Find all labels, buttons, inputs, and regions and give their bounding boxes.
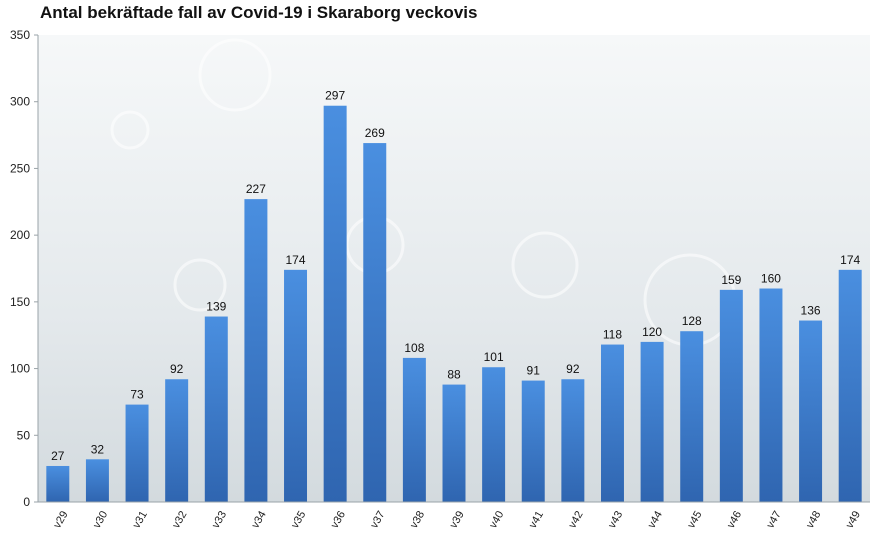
data-label-v47: 160 xyxy=(761,272,781,286)
bar-v33 xyxy=(204,316,228,502)
x-axis: v29 v30 v31 v32 v33 v34 v35 v36 v37 v38 v39 v40 v41 v… xyxy=(38,501,870,530)
x-tick-label-v47: v47 xyxy=(765,509,784,530)
x-tick-label-v32: v32 xyxy=(170,509,189,530)
x-tick-label-v35: v35 xyxy=(289,509,308,530)
data-label-v41: 91 xyxy=(527,364,541,378)
data-label-v48: 136 xyxy=(801,304,821,318)
x-tick-label-v45: v45 xyxy=(685,509,704,530)
data-label-v44: 120 xyxy=(642,325,662,339)
bar-v47 xyxy=(759,288,783,502)
data-label-v45: 128 xyxy=(682,314,702,328)
y-tick-label: 350 xyxy=(10,28,30,42)
bar-v30 xyxy=(85,459,109,502)
data-label-v33: 139 xyxy=(206,300,226,314)
x-tick-label-v36: v36 xyxy=(329,509,348,530)
data-label-v43: 118 xyxy=(603,328,622,342)
chart-title: Antal bekräftade fall av Covid-19 i Skar… xyxy=(40,3,478,22)
bar-v37 xyxy=(363,143,387,502)
x-tick-label-v33: v33 xyxy=(210,509,229,530)
x-tick-label-v38: v38 xyxy=(408,509,427,530)
x-tick-label-v48: v48 xyxy=(804,509,823,530)
x-tick-label-v40: v40 xyxy=(487,509,506,530)
bar-v31 xyxy=(125,404,149,502)
bar-v42 xyxy=(561,379,585,502)
y-axis: 0 50 100 150 200 250 300 350 xyxy=(10,28,39,509)
bar-v43 xyxy=(600,344,624,502)
data-label-v42: 92 xyxy=(566,362,580,376)
x-tick-label-v37: v37 xyxy=(368,509,387,530)
bar-v34 xyxy=(244,199,268,503)
data-label-v38: 108 xyxy=(404,341,424,355)
data-label-v35: 174 xyxy=(286,253,306,267)
y-tick-label: 250 xyxy=(10,161,30,175)
bar-v48 xyxy=(799,320,823,502)
bar-v39 xyxy=(442,384,466,502)
data-label-v37: 269 xyxy=(365,126,385,140)
y-tick-label: 150 xyxy=(10,295,30,309)
bar-v40 xyxy=(482,367,506,502)
x-tick-label-v29: v29 xyxy=(51,509,70,530)
x-tick-label-v41: v41 xyxy=(527,509,546,530)
x-tick-label-v30: v30 xyxy=(91,509,110,530)
y-tick-label: 0 xyxy=(23,495,30,509)
bar-v38 xyxy=(402,357,426,502)
y-tick-label: 300 xyxy=(10,95,30,109)
x-tick-label-v39: v39 xyxy=(448,509,467,530)
bar-v32 xyxy=(165,379,189,502)
bars: 27 32 73 92 139 227 174 297 269 108 88 101 91 92 118 12… xyxy=(46,89,862,503)
x-tick-label-v42: v42 xyxy=(566,509,585,530)
data-label-v40: 101 xyxy=(484,350,504,364)
data-label-v36: 297 xyxy=(325,89,345,103)
bar-v29 xyxy=(46,465,70,502)
x-tick-label-v49: v49 xyxy=(844,509,863,530)
bar-v46 xyxy=(719,289,743,502)
data-label-v49: 174 xyxy=(840,253,860,267)
data-label-v31: 73 xyxy=(130,388,144,402)
data-label-v29: 27 xyxy=(51,449,65,463)
y-tick-label: 50 xyxy=(17,428,31,442)
x-tick-label-v34: v34 xyxy=(249,509,268,530)
y-tick-label: 100 xyxy=(10,362,30,376)
y-tick-label: 200 xyxy=(10,228,30,242)
data-label-v30: 32 xyxy=(91,442,105,456)
data-label-v46: 159 xyxy=(721,273,741,287)
bar-v45 xyxy=(680,331,704,502)
bar-v36 xyxy=(323,105,347,503)
x-tick-label-v46: v46 xyxy=(725,509,744,530)
x-tick-label-v31: v31 xyxy=(131,509,150,530)
bar-v35 xyxy=(284,269,308,502)
x-tick-label-v44: v44 xyxy=(646,509,665,530)
bar-v41 xyxy=(521,380,545,502)
x-tick-label-v43: v43 xyxy=(606,509,625,530)
data-label-v34: 227 xyxy=(246,182,266,196)
bar-v44 xyxy=(640,341,664,502)
bar-v49 xyxy=(838,269,862,502)
data-label-v39: 88 xyxy=(447,368,461,382)
data-label-v32: 92 xyxy=(170,362,184,376)
